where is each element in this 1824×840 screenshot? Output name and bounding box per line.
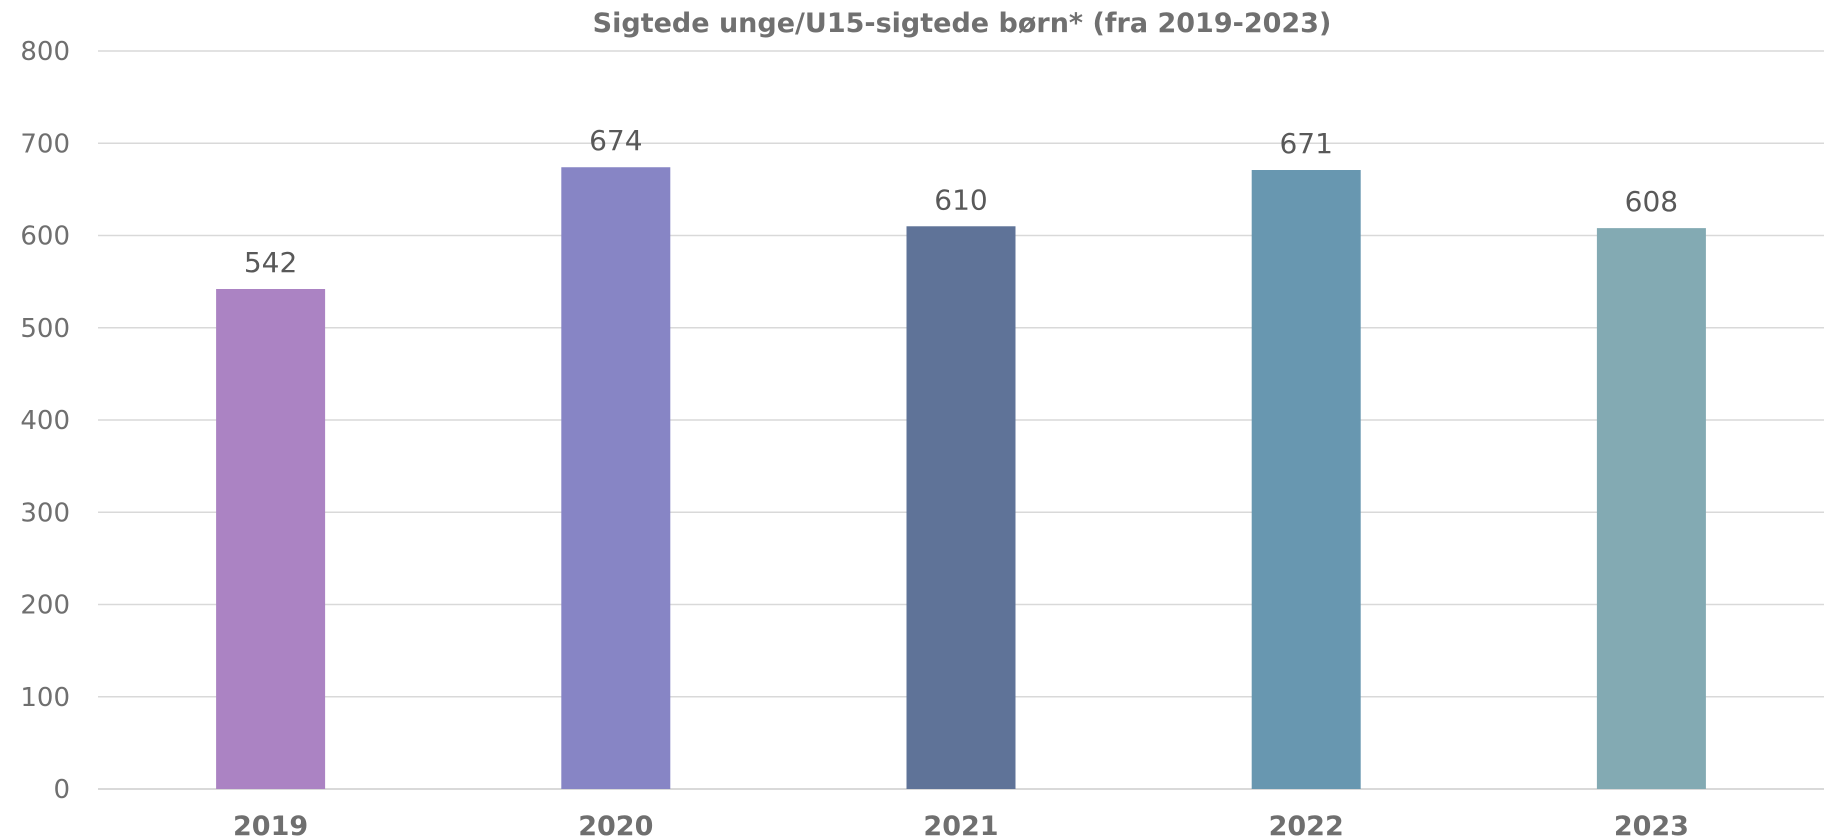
bar-2022 [1251, 170, 1361, 789]
bars-layer [216, 167, 1706, 790]
data-label-2023: 608 [1625, 185, 1678, 218]
bar-2021 [906, 226, 1016, 789]
y-tick-label: 0 [53, 775, 70, 805]
bar-2020 [561, 167, 671, 790]
data-label-2022: 671 [1279, 127, 1332, 160]
y-tick-label: 100 [20, 683, 70, 713]
y-tick-label: 700 [20, 129, 70, 159]
y-tick-label: 300 [20, 498, 70, 528]
bar-2023 [1596, 228, 1706, 789]
data-label-2019: 542 [244, 246, 297, 279]
x-tick-label-2021: 2021 [923, 811, 998, 840]
data-label-2020: 674 [589, 124, 642, 157]
y-tick-label: 800 [20, 37, 70, 67]
x-tick-label-2020: 2020 [578, 811, 653, 840]
x-tick-label-2019: 2019 [233, 811, 308, 840]
y-tick-label: 600 [20, 222, 70, 252]
chart-title: Sigtede unge/U15-sigtede børn* (fra 2019… [593, 8, 1332, 39]
x-axis: 2019 2020 2021 2022 2023 [233, 811, 1689, 840]
data-label-2021: 610 [934, 183, 987, 216]
y-tick-label: 500 [20, 314, 70, 344]
bar-2019 [216, 289, 326, 789]
x-tick-label-2022: 2022 [1269, 811, 1344, 840]
y-axis: 0 100 200 300 400 500 600 700 800 [20, 37, 70, 805]
y-tick-label: 400 [20, 406, 70, 436]
data-labels-layer: 542 674 610 671 608 [244, 124, 1678, 279]
y-tick-label: 200 [20, 591, 70, 621]
x-tick-label-2023: 2023 [1614, 811, 1689, 840]
